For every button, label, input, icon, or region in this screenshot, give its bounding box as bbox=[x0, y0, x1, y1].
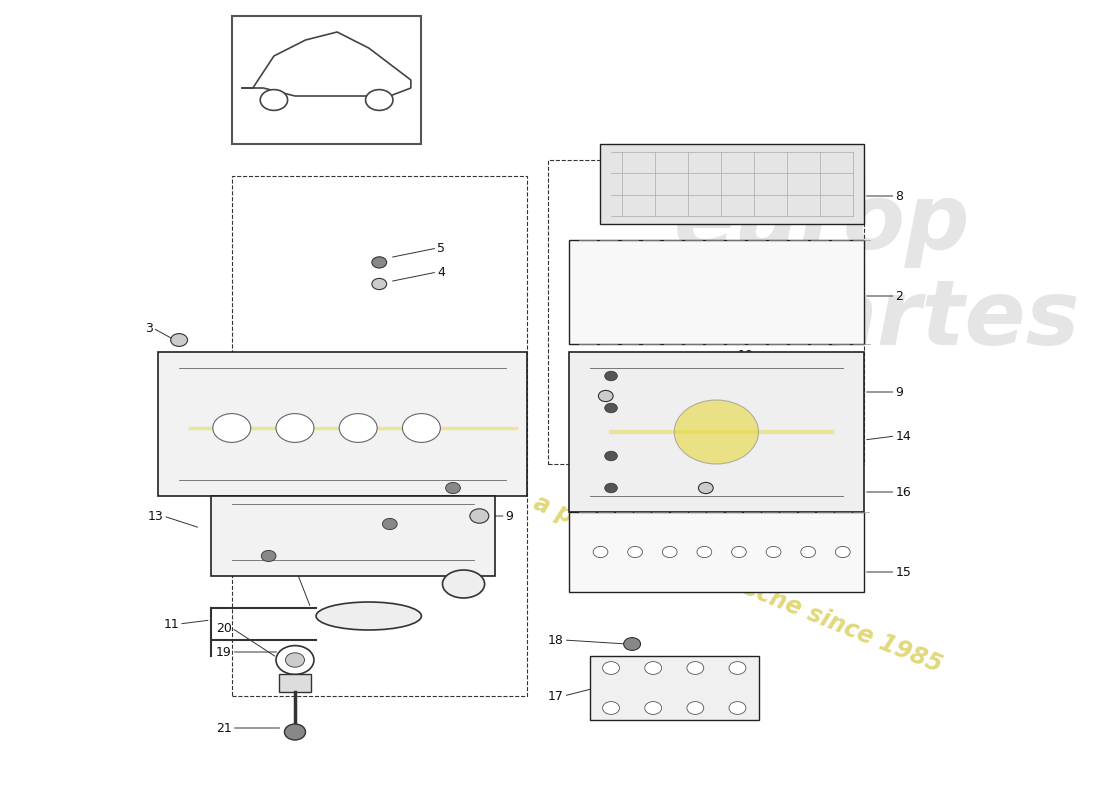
Polygon shape bbox=[158, 352, 527, 496]
Text: 2: 2 bbox=[895, 290, 903, 302]
Circle shape bbox=[339, 414, 377, 442]
Circle shape bbox=[686, 702, 704, 714]
Circle shape bbox=[170, 334, 187, 346]
Ellipse shape bbox=[442, 570, 485, 598]
Text: 10: 10 bbox=[737, 350, 754, 362]
Text: 3: 3 bbox=[145, 322, 153, 334]
Circle shape bbox=[605, 451, 617, 461]
Text: 7: 7 bbox=[485, 474, 493, 486]
Text: europ: europ bbox=[673, 180, 970, 268]
Circle shape bbox=[372, 257, 386, 268]
Polygon shape bbox=[569, 512, 864, 592]
Circle shape bbox=[365, 90, 393, 110]
Ellipse shape bbox=[316, 602, 421, 630]
Circle shape bbox=[261, 90, 287, 110]
Circle shape bbox=[628, 546, 642, 558]
Text: 5: 5 bbox=[437, 242, 446, 254]
Circle shape bbox=[801, 546, 815, 558]
Text: 19: 19 bbox=[216, 646, 232, 658]
Polygon shape bbox=[601, 144, 864, 224]
Polygon shape bbox=[211, 496, 495, 576]
Circle shape bbox=[276, 646, 314, 674]
Bar bbox=[232, 176, 527, 696]
Text: 8: 8 bbox=[895, 190, 903, 202]
Circle shape bbox=[605, 483, 617, 493]
Bar bbox=[232, 16, 421, 144]
Circle shape bbox=[603, 662, 619, 674]
Text: 15: 15 bbox=[895, 566, 911, 578]
Text: 20: 20 bbox=[216, 622, 232, 634]
Circle shape bbox=[732, 546, 746, 558]
Circle shape bbox=[383, 518, 397, 530]
Text: 7: 7 bbox=[245, 566, 253, 578]
Text: 17: 17 bbox=[548, 690, 563, 702]
Circle shape bbox=[403, 414, 440, 442]
Text: 14: 14 bbox=[895, 430, 911, 442]
Text: a passion for porsche since 1985: a passion for porsche since 1985 bbox=[529, 490, 945, 678]
Text: 12: 12 bbox=[268, 534, 285, 546]
Circle shape bbox=[605, 371, 617, 381]
Circle shape bbox=[662, 546, 678, 558]
Circle shape bbox=[624, 638, 640, 650]
Polygon shape bbox=[569, 352, 864, 512]
Circle shape bbox=[286, 653, 305, 667]
Circle shape bbox=[686, 662, 704, 674]
Circle shape bbox=[446, 482, 461, 494]
Text: 3: 3 bbox=[627, 390, 635, 402]
Circle shape bbox=[593, 546, 608, 558]
Text: 4: 4 bbox=[437, 266, 446, 278]
Circle shape bbox=[212, 414, 251, 442]
Circle shape bbox=[285, 724, 306, 740]
Text: 21: 21 bbox=[216, 722, 232, 734]
Circle shape bbox=[697, 546, 712, 558]
Circle shape bbox=[645, 662, 661, 674]
Circle shape bbox=[470, 509, 488, 523]
Circle shape bbox=[767, 546, 781, 558]
Circle shape bbox=[598, 390, 613, 402]
Text: 11: 11 bbox=[163, 618, 179, 630]
Text: 18: 18 bbox=[548, 634, 563, 646]
Circle shape bbox=[262, 550, 276, 562]
Text: 1: 1 bbox=[437, 420, 446, 433]
Circle shape bbox=[835, 546, 850, 558]
Circle shape bbox=[605, 403, 617, 413]
Circle shape bbox=[276, 414, 314, 442]
Polygon shape bbox=[569, 240, 864, 344]
Text: 6: 6 bbox=[437, 498, 446, 510]
Circle shape bbox=[698, 482, 713, 494]
Circle shape bbox=[645, 702, 661, 714]
Text: 16: 16 bbox=[895, 486, 911, 498]
Text: 9: 9 bbox=[506, 510, 514, 522]
Circle shape bbox=[674, 400, 759, 464]
Circle shape bbox=[603, 702, 619, 714]
Circle shape bbox=[729, 662, 746, 674]
Polygon shape bbox=[590, 656, 759, 720]
Bar bbox=[548, 160, 864, 464]
Circle shape bbox=[372, 278, 386, 290]
Text: artes: artes bbox=[816, 276, 1080, 364]
Circle shape bbox=[729, 702, 746, 714]
Polygon shape bbox=[279, 674, 311, 692]
Text: 9: 9 bbox=[895, 386, 903, 398]
Text: 13: 13 bbox=[147, 510, 163, 522]
Text: 7: 7 bbox=[416, 526, 425, 538]
